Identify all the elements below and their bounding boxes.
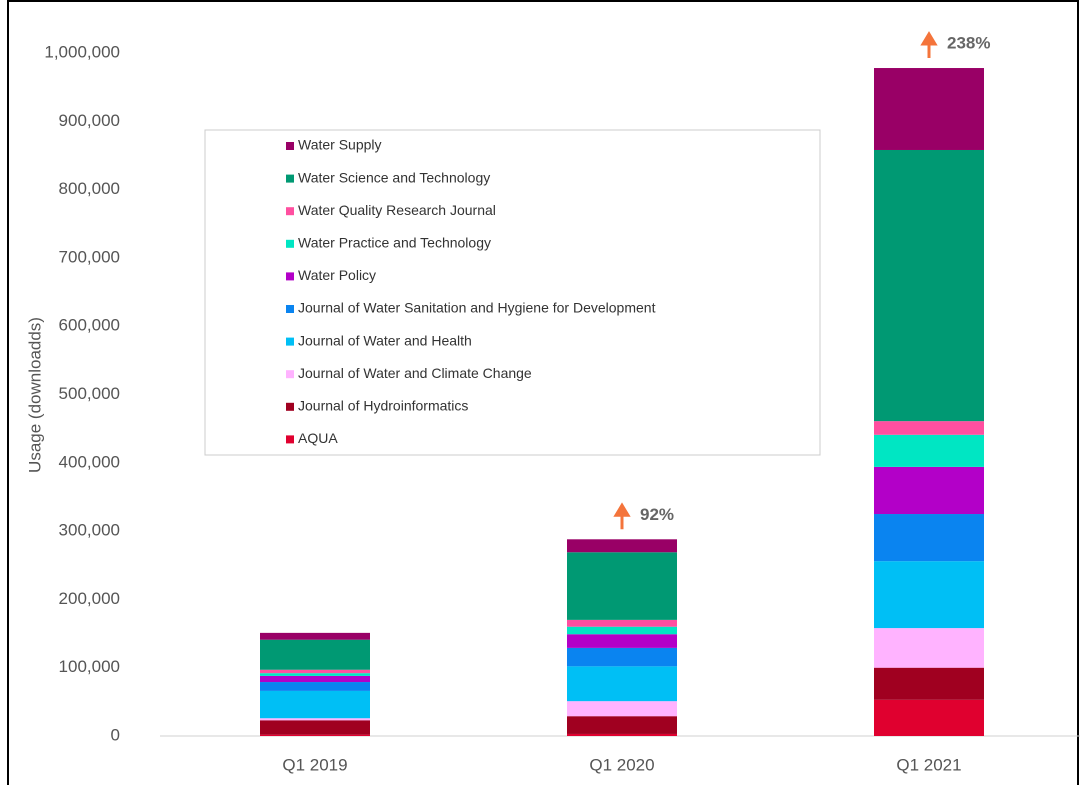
bar-segment — [567, 634, 677, 648]
y-tick-label: 500,000 — [59, 384, 120, 403]
legend-label: Water Quality Research Journal — [298, 202, 496, 218]
bar-segment — [260, 639, 370, 670]
bar-segment — [567, 539, 677, 553]
bar-segment — [260, 673, 370, 676]
legend-swatch — [286, 305, 294, 313]
arrow — [920, 31, 938, 59]
bar-segment — [874, 421, 984, 435]
bar-segment — [567, 626, 677, 635]
bar-segment — [567, 716, 677, 734]
bar-segment — [874, 667, 984, 700]
y-tick-label: 200,000 — [59, 589, 120, 608]
legend-label: Water Science and Technology — [298, 169, 490, 185]
bar-segment — [874, 149, 984, 422]
legend-swatch — [286, 272, 294, 281]
y-tick-label: 0 — [111, 725, 120, 744]
annotation: 238% — [947, 34, 990, 53]
legend-label: Water Supply — [298, 137, 382, 153]
x-tick-label: Q1 2019 — [282, 755, 347, 774]
bar-segment — [874, 514, 984, 562]
bar-segment — [874, 628, 984, 668]
legend-box — [204, 129, 821, 456]
bar-segment — [260, 720, 370, 735]
y-tick-label: 600,000 — [59, 316, 120, 335]
y-tick-label: 300,000 — [59, 521, 120, 540]
legend-swatch — [286, 239, 294, 248]
bar-segment — [260, 669, 370, 674]
bar-segment — [260, 675, 370, 683]
bar-segment — [874, 434, 984, 467]
bar-segment — [260, 690, 370, 719]
legend-label: Water Policy — [298, 267, 376, 283]
y-tick-label: 1,000,000 — [44, 42, 120, 61]
y-tick-label: 800,000 — [59, 179, 120, 198]
legend-swatch — [286, 337, 294, 346]
annotation: 92% — [640, 505, 674, 524]
bar-segment — [874, 561, 984, 629]
legend-label: AQUA — [298, 430, 338, 446]
frame — [7, 0, 1079, 785]
legend-swatch — [286, 435, 294, 444]
bar-segment — [567, 666, 677, 702]
x-tick-label: Q1 2020 — [589, 755, 654, 774]
bar-segment — [260, 718, 370, 721]
y-axis-label: Usage (downloadds) — [25, 317, 44, 473]
legend-swatch — [286, 402, 294, 411]
bar-segment — [567, 701, 677, 717]
bar-segment — [874, 699, 984, 736]
legend-label: Journal of Water Sanitation and Hygiene … — [298, 300, 656, 316]
legend-label: Journal of Water and Health — [298, 332, 472, 348]
bar-segment — [260, 734, 370, 736]
bar-segment — [874, 466, 984, 515]
y-tick-label: 900,000 — [59, 111, 120, 130]
legend-label: Journal of Water and Climate Change — [298, 365, 532, 381]
legend-swatch — [286, 174, 294, 183]
bar-segment — [567, 552, 677, 620]
bar-segment — [567, 733, 677, 736]
y-tick-label: 400,000 — [59, 452, 120, 471]
legend-swatch — [286, 370, 294, 379]
legend-swatch — [286, 207, 294, 216]
arrow — [613, 502, 631, 530]
legend-swatch — [286, 142, 294, 150]
x-tick-label: Q1 2021 — [896, 755, 961, 774]
y-tick-label: 100,000 — [59, 657, 120, 676]
legend: AQUA Journal of Hydroinformatics Journal o… — [286, 137, 656, 446]
legend-label: Journal of Hydroinformatics — [298, 398, 468, 414]
legend-label: Water Practice and Technology — [298, 235, 491, 251]
bar-segment — [567, 647, 677, 667]
bar-segment — [874, 68, 984, 150]
bar-segment — [567, 619, 677, 627]
bar-segment — [260, 682, 370, 691]
bar-segment — [260, 632, 370, 640]
y-tick-label: 700,000 — [59, 247, 120, 266]
